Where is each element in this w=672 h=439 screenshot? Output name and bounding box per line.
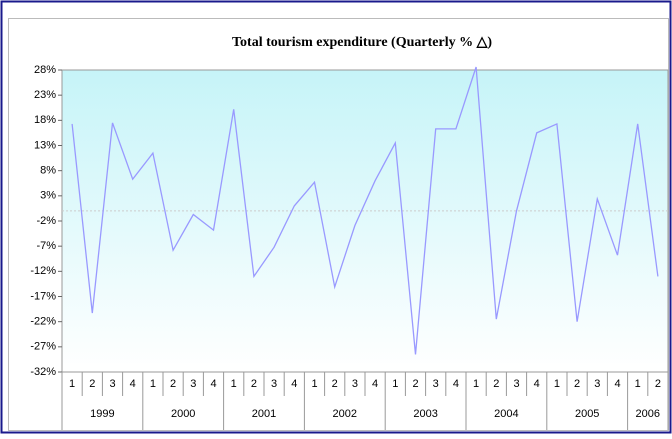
plot-area <box>61 69 669 373</box>
y-tick-label: -12% <box>30 265 56 277</box>
x-tick-label: 1 <box>473 378 479 390</box>
x-tick-label: 4 <box>614 378 620 390</box>
x-tick-label: 1 <box>635 378 641 390</box>
x-tick-label: 1 <box>150 378 156 390</box>
y-tick-label: -32% <box>30 366 56 378</box>
x-group-label: 2006 <box>636 408 660 420</box>
y-tick-label: -27% <box>30 341 56 353</box>
x-tick-label: 2 <box>412 378 418 390</box>
y-tick-label: 13% <box>34 139 56 151</box>
x-group-label: 2004 <box>494 408 518 420</box>
x-tick-label: 1 <box>311 378 317 390</box>
x-tick-label: 1 <box>392 378 398 390</box>
x-tick-label: 4 <box>372 378 378 390</box>
x-tick-label: 4 <box>210 378 216 390</box>
x-tick-label: 4 <box>453 378 459 390</box>
x-tick-label: 2 <box>170 378 176 390</box>
x-group-label: 2003 <box>413 408 437 420</box>
x-tick-label: 2 <box>89 378 95 390</box>
y-tick-label: -17% <box>30 290 56 302</box>
x-tick-label: 3 <box>352 378 358 390</box>
y-tick-label: -2% <box>36 215 56 227</box>
x-tick-label: 3 <box>109 378 115 390</box>
x-tick-label: 2 <box>655 378 661 390</box>
y-tick-label: 8% <box>40 165 56 177</box>
x-tick-label: 4 <box>534 378 540 390</box>
x-tick-label: 1 <box>554 378 560 390</box>
x-tick-label: 2 <box>332 378 338 390</box>
x-tick-label: 3 <box>513 378 519 390</box>
x-tick-label: 2 <box>493 378 499 390</box>
data-line <box>71 66 659 355</box>
x-group-label: 2001 <box>252 408 276 420</box>
x-tick-label: 2 <box>251 378 257 390</box>
x-tick-label: 4 <box>130 378 136 390</box>
x-tick-label: 2 <box>574 378 580 390</box>
x-tick-label: 3 <box>433 378 439 390</box>
y-tick-label: 23% <box>34 89 56 101</box>
x-group-label: 2000 <box>171 408 195 420</box>
chart-title: Total tourism expenditure (Quarterly % △… <box>232 35 492 50</box>
x-group-label: 1999 <box>90 408 114 420</box>
y-tick-label: 3% <box>40 190 56 202</box>
x-tick-label: 1 <box>69 378 75 390</box>
y-tick-label: 28% <box>34 64 56 76</box>
x-group-label: 2005 <box>575 408 599 420</box>
x-tick-label: 3 <box>594 378 600 390</box>
y-tick-label: -7% <box>36 240 56 252</box>
y-tick-label: 18% <box>34 114 56 126</box>
x-tick-label: 4 <box>291 378 297 390</box>
x-group-label: 2002 <box>333 408 357 420</box>
x-tick-label: 3 <box>271 378 277 390</box>
y-tick-label: -22% <box>30 316 56 328</box>
x-tick-label: 1 <box>231 378 237 390</box>
x-tick-label: 3 <box>190 378 196 390</box>
